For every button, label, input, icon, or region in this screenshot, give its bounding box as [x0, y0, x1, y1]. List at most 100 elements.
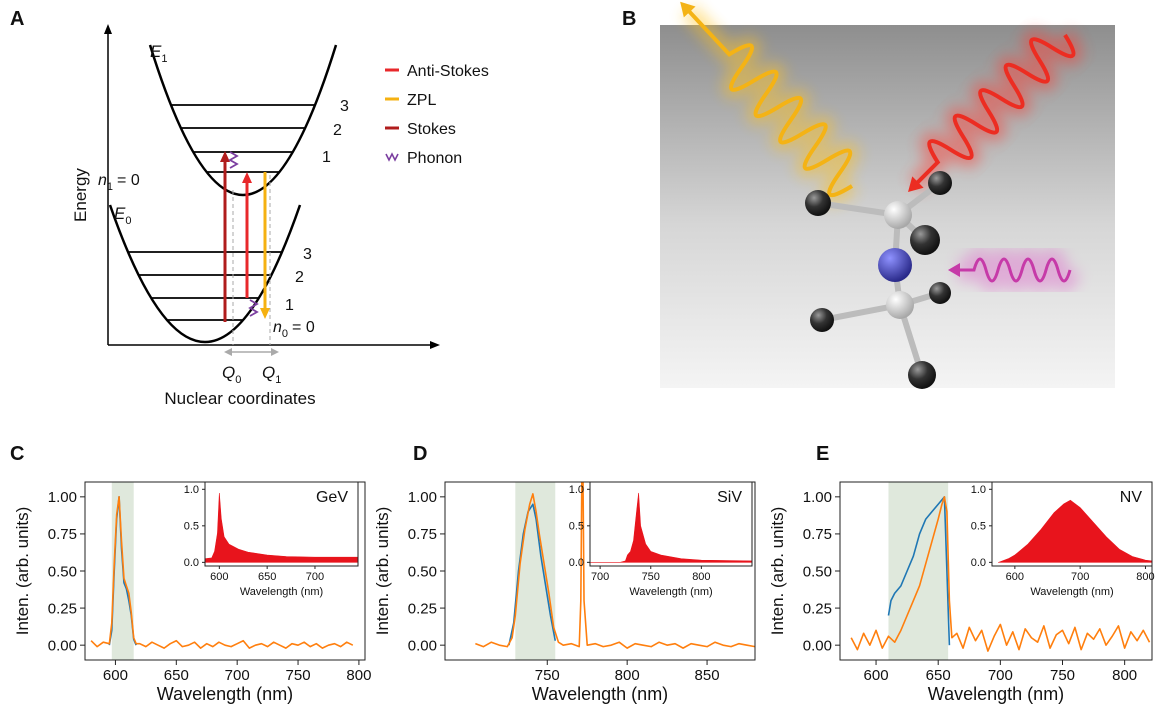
x-tick-label: 650	[164, 667, 189, 684]
axis-arrow	[104, 24, 112, 34]
arrowhead	[260, 308, 270, 319]
ylabel: Inten. (arb. units)	[373, 507, 392, 636]
ground-label: n1 = 0	[98, 172, 140, 193]
xlabel: Wavelength (nm)	[532, 684, 668, 704]
x-tick-label: 700	[1071, 571, 1089, 583]
plot-background	[590, 482, 752, 566]
dashed-guides	[232, 175, 271, 345]
y-tick-label: 0.50	[408, 563, 437, 580]
x-tick-label: 600	[103, 667, 128, 684]
phonon-wave	[948, 248, 1081, 292]
y-tick-label: 0.50	[48, 563, 77, 580]
inset-label: SiV	[717, 489, 742, 506]
spectrum-line	[90, 496, 354, 649]
xlabel: Wavelength (nm)	[240, 586, 323, 598]
y-tick-label: 1.00	[408, 489, 437, 506]
y-tick-label: 0.25	[48, 600, 77, 617]
x-tick-label: 800	[1112, 667, 1137, 684]
plot-frame	[204, 481, 359, 567]
y-tick-label: 0.75	[48, 526, 77, 543]
plot-frame	[991, 481, 1153, 567]
y-tick-label: 1.00	[48, 489, 77, 506]
level-label: 1	[285, 297, 294, 314]
inset-chart: 600 700 800 0.0 0.5 1.0 Wavelength (nm) NV	[971, 481, 1155, 598]
axis-arrow	[430, 341, 440, 349]
y-tick-label: 0.50	[803, 563, 832, 580]
spectrum-area	[997, 499, 1152, 563]
y-tick-label: 0.5	[569, 521, 584, 533]
x-tick-label: 750	[286, 667, 311, 684]
x-tick-label: 750	[535, 667, 560, 684]
y-tick-label: 0.75	[408, 526, 437, 543]
spectrum-area	[590, 492, 752, 563]
plot-area	[90, 496, 354, 649]
upper-potential	[148, 44, 338, 197]
coordinate-label: Q1	[262, 363, 281, 386]
legend-label: Stokes	[407, 121, 456, 138]
x-tick-label: 650	[926, 667, 951, 684]
y-tick-label: 0.5	[184, 521, 199, 533]
y-tick-label: 1.00	[803, 489, 832, 506]
plot-area	[997, 499, 1152, 563]
x-tick-label: 800	[1136, 571, 1154, 583]
xlabel: Wavelength (nm)	[1030, 586, 1113, 598]
arrowhead	[271, 348, 279, 356]
state-label: E0	[114, 204, 131, 227]
x-tick-label: 800	[692, 571, 710, 583]
level-label: 3	[303, 246, 312, 263]
panel-a: A Energy Nuclear coordinates E1 E0 3 2 1…	[10, 8, 489, 408]
inset-chart: 700 750 800 0.0 0.5 1.0 Wavelength (nm) SiV	[569, 481, 753, 598]
arrowhead	[242, 172, 252, 183]
y-tick-label: 1.0	[184, 484, 199, 496]
arrowhead	[220, 151, 230, 162]
excitation-photon	[908, 30, 1083, 192]
inset-label: NV	[1120, 489, 1143, 506]
x-tick-label: 850	[695, 667, 720, 684]
level-label: 3	[340, 98, 349, 115]
plot-area	[205, 492, 358, 563]
panel-label: A	[10, 8, 24, 30]
xlabel: Wavelength (nm)	[157, 684, 293, 704]
legend-label: Phonon	[407, 150, 462, 167]
x-tick-label: 700	[225, 667, 250, 684]
state-label: E1	[150, 42, 167, 65]
vibrational-levels	[128, 104, 315, 321]
y-tick-label: 0.0	[569, 557, 584, 569]
x-tick-label: 750	[1050, 667, 1075, 684]
coordinate-label: Q0	[222, 363, 241, 386]
highlight-band	[888, 482, 949, 660]
panel-label: D	[413, 443, 427, 465]
y-tick-label: 0.5	[971, 521, 986, 533]
panel-label: E	[816, 443, 829, 465]
x-tick-label: 700	[988, 667, 1013, 684]
y-axis-label: Energy	[71, 168, 90, 222]
panel-label: B	[622, 8, 636, 30]
x-tick-label: 700	[591, 571, 609, 583]
x-tick-label: 600	[1006, 571, 1024, 583]
spectrum-line	[850, 496, 1151, 652]
spectrum-line	[508, 503, 557, 646]
ground-label: n0 = 0	[273, 319, 315, 340]
level-labels: 3 2 1 3 2 1	[285, 98, 349, 314]
level-label: 2	[295, 269, 304, 286]
xlabel: Wavelength (nm)	[629, 586, 712, 598]
plot-frame	[589, 481, 753, 567]
panel-label: C	[10, 443, 24, 465]
x-tick-label: 800	[346, 667, 371, 684]
y-tick-label: 0.00	[803, 637, 832, 654]
legend: Anti-Stokes ZPL Stokes Phonon	[385, 63, 489, 167]
inset-label: GeV	[316, 489, 348, 506]
y-tick-label: 0.25	[408, 600, 437, 617]
y-tick-label: 0.0	[184, 557, 199, 569]
x-axis-label: Nuclear coordinates	[164, 389, 315, 408]
emission-photon	[680, 1, 860, 204]
level-label: 1	[322, 149, 331, 166]
lower-potential	[108, 204, 302, 344]
y-tick-label: 0.00	[48, 637, 77, 654]
level-label: 2	[333, 122, 342, 139]
plot-area	[590, 492, 752, 563]
legend-label: ZPL	[407, 92, 436, 109]
y-tick-label: 0.25	[803, 600, 832, 617]
